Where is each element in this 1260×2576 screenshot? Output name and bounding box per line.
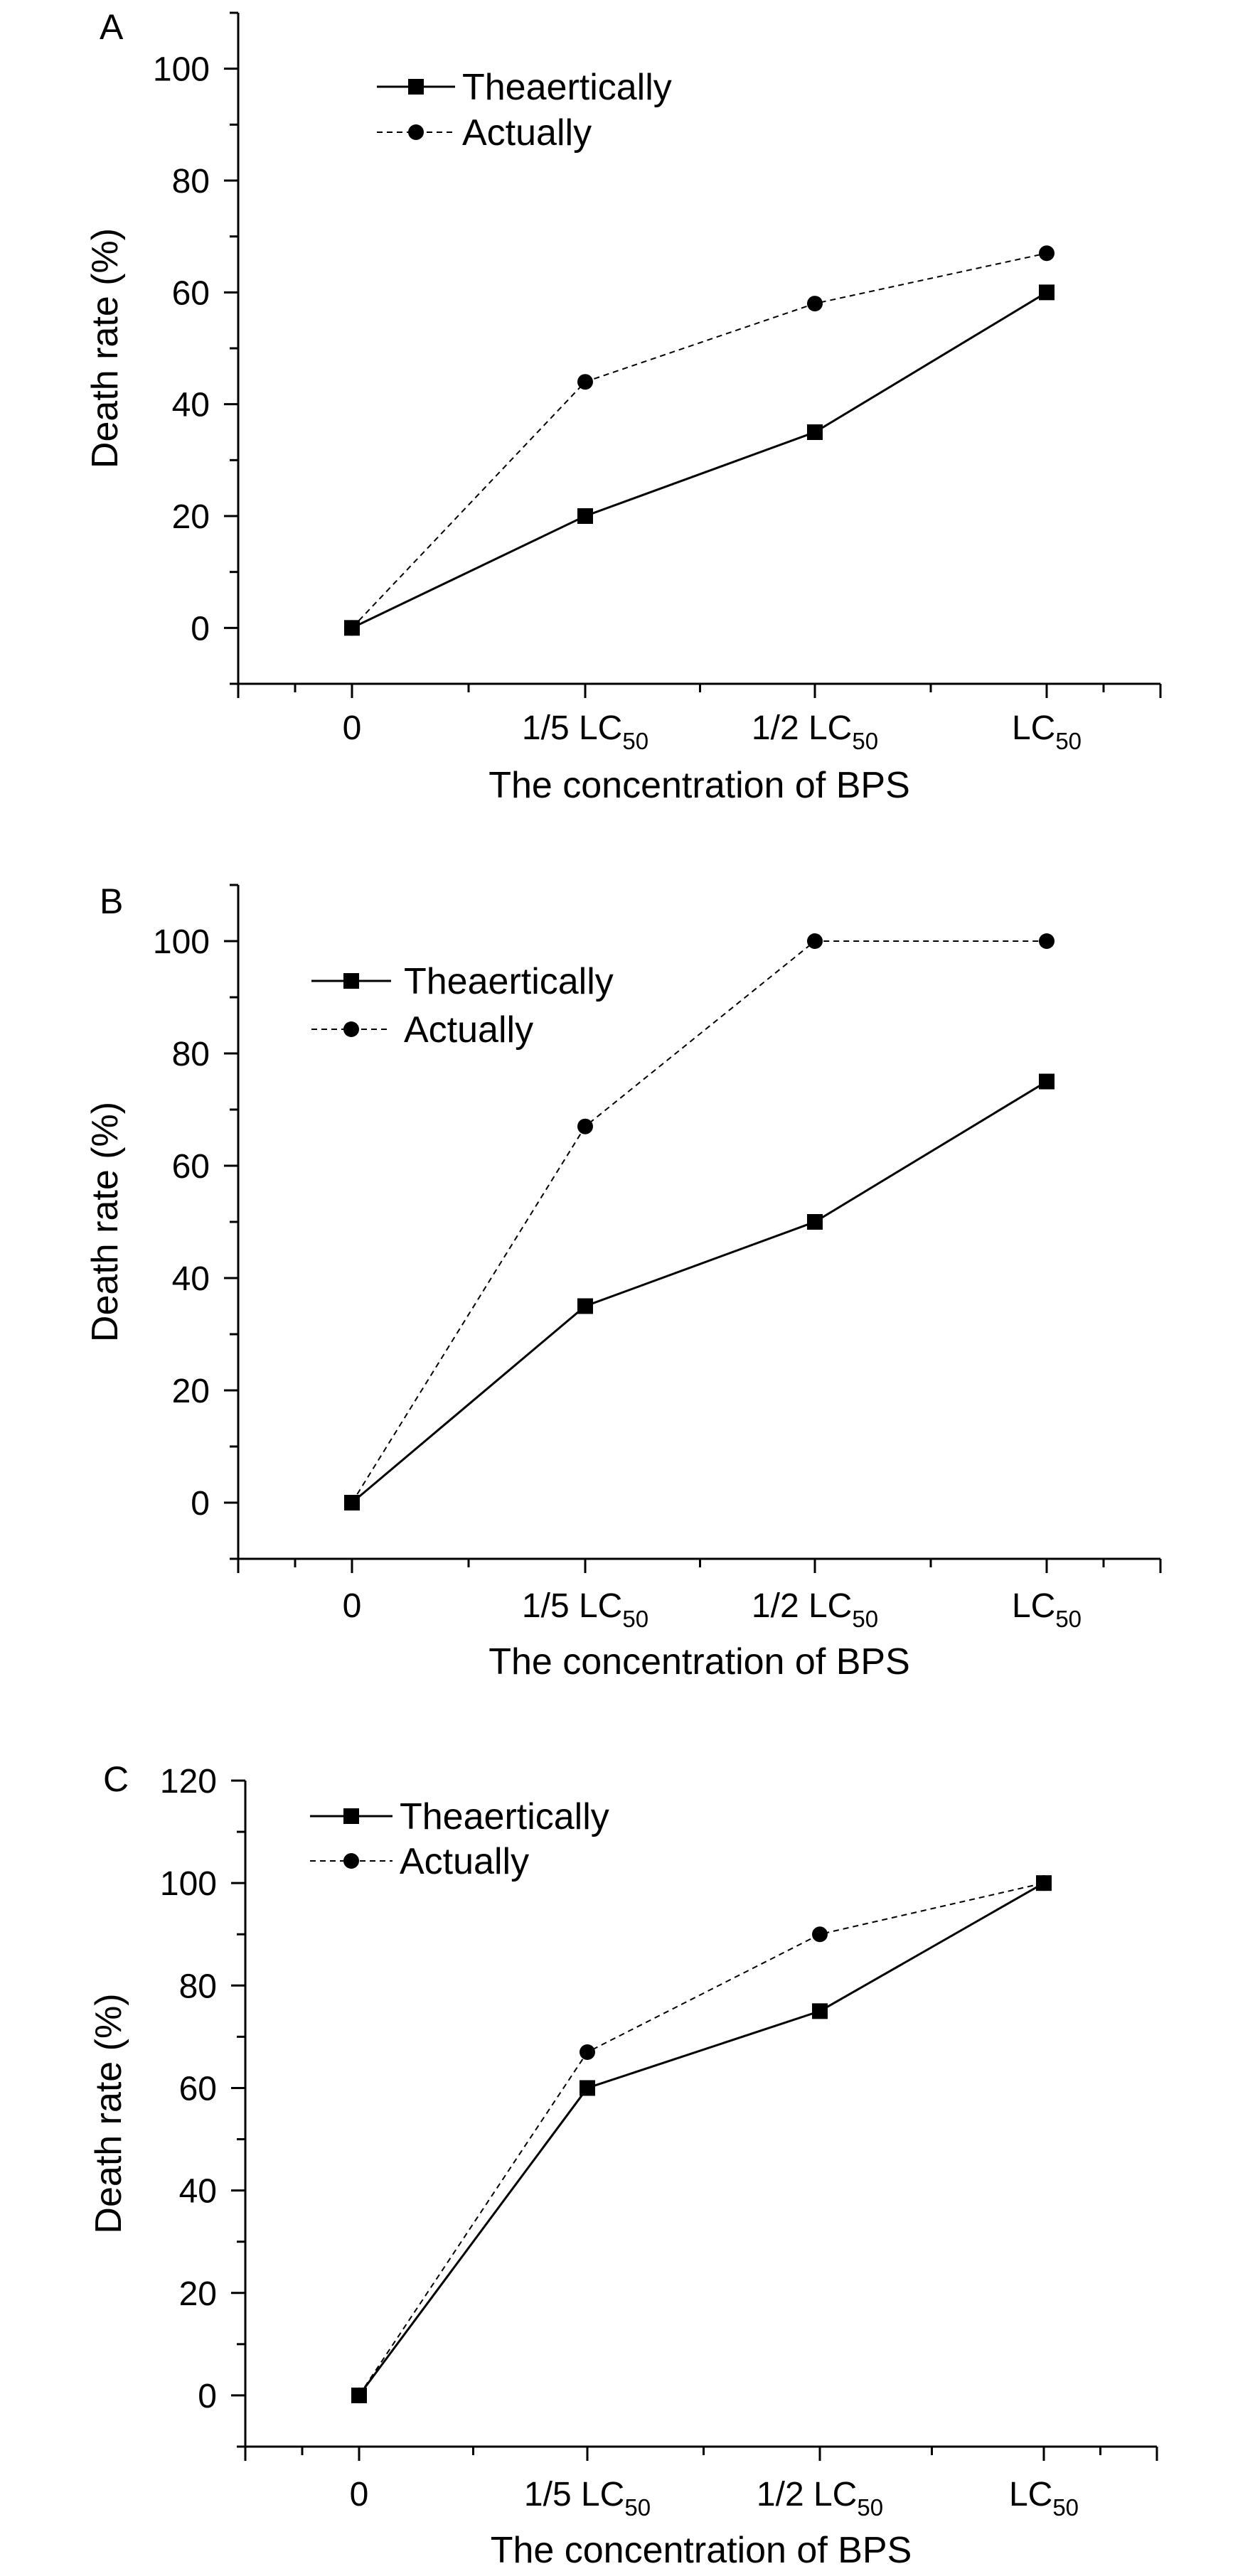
y-tick-label: 20 xyxy=(172,498,210,536)
data-point-circle xyxy=(580,2044,595,2061)
legend-label: Actually xyxy=(462,112,592,154)
legend-label: Actually xyxy=(404,1009,533,1051)
x-tick-label: 1/2 LC50 xyxy=(752,709,878,754)
x-tick-label: LC50 xyxy=(1012,1587,1082,1632)
panel-label: A xyxy=(100,7,124,47)
data-point-circle xyxy=(812,1926,828,1943)
legend-label: Theaertically xyxy=(404,961,614,1002)
y-tick-label: 80 xyxy=(172,1036,210,1073)
y-tick-label: 40 xyxy=(179,2173,217,2211)
data-point-square xyxy=(1039,1073,1055,1090)
legend: Theaertically Actually xyxy=(311,961,614,1051)
y-axis-title: Death rate (%) xyxy=(85,228,126,468)
y-tick-label: 80 xyxy=(172,163,210,200)
y-tick-label: 0 xyxy=(191,1485,210,1523)
data-point-square xyxy=(1039,284,1055,301)
x-axis-title: The concentration of BPS xyxy=(491,2530,912,2571)
legend-marker-circle-icon xyxy=(343,1021,359,1037)
series-line-circle xyxy=(351,940,1047,1503)
data-point-square xyxy=(580,2080,595,2096)
data-point-circle xyxy=(807,296,823,312)
panel-label: B xyxy=(100,881,123,921)
y-tick-label: 20 xyxy=(172,1373,210,1410)
x-tick-label: 1/2 LC50 xyxy=(752,1587,878,1632)
y-tick-label: 100 xyxy=(153,51,210,89)
y-tick-label: 0 xyxy=(191,610,210,648)
x-tick-label: LC50 xyxy=(1009,2476,1079,2521)
y-tick-label: 100 xyxy=(153,923,210,961)
y-tick-label: 60 xyxy=(172,274,210,312)
data-point-circle xyxy=(344,1495,360,1510)
legend-marker-circle-icon xyxy=(408,124,424,140)
x-axis-title: The concentration of BPS xyxy=(488,765,910,806)
data-point-circle xyxy=(577,1118,593,1134)
x-tick-label: 1/5 LC50 xyxy=(524,2476,651,2521)
series-line-square xyxy=(358,1882,1045,2396)
x-axis-title: The concentration of BPS xyxy=(488,1641,910,1683)
series-line-circle xyxy=(351,252,1047,629)
y-tick-label: 60 xyxy=(179,2070,217,2108)
x-tick-label: 0 xyxy=(343,709,362,747)
legend-marker-square-icon xyxy=(343,973,359,989)
x-tick-label: 0 xyxy=(343,1587,362,1625)
data-point-circle xyxy=(1036,1875,1052,1891)
data-point-circle xyxy=(351,2387,367,2403)
data-point-circle xyxy=(344,620,360,636)
series-line-square xyxy=(351,1080,1047,1504)
x-tick-label: 1/5 LC50 xyxy=(522,709,648,754)
legend-marker-circle-icon xyxy=(343,1853,359,1869)
data-point-square xyxy=(812,2003,828,2019)
y-tick-label: 40 xyxy=(172,387,210,424)
y-tick-label: 60 xyxy=(172,1148,210,1186)
y-axis-title: Death rate (%) xyxy=(85,1102,126,1342)
data-point-square xyxy=(807,424,823,440)
legend-marker-square-icon xyxy=(408,79,424,95)
data-point-circle xyxy=(1039,245,1055,262)
data-point-square xyxy=(577,1298,593,1314)
x-tick-label: 1/2 LC50 xyxy=(757,2476,883,2521)
data-point-square xyxy=(577,508,593,524)
y-tick-label: 120 xyxy=(160,1763,217,1800)
y-tick-label: 0 xyxy=(198,2378,217,2415)
x-tick-label: 1/5 LC50 xyxy=(522,1587,648,1632)
chart-panel-a: A 0 20 40 60 80 100 0 1/5 LC50 1/2 LC50 LC50 The co… xyxy=(85,7,1162,806)
legend-label: Theaertically xyxy=(400,1796,609,1837)
data-point-circle xyxy=(1039,933,1055,949)
chart-panel-b: B 0 20 40 60 80 100 0 1/5 LC50 1/2 LC50 LC50 The co… xyxy=(85,881,1162,1683)
y-tick-label: 100 xyxy=(160,1865,217,1903)
legend-marker-square-icon xyxy=(343,1808,359,1824)
data-point-circle xyxy=(577,374,593,390)
chart-panel-c: C 0 20 40 60 80 100 120 0 1/5 LC50 1/2 LC50 LC50 The… xyxy=(88,1759,1158,2571)
y-tick-label: 40 xyxy=(172,1260,210,1298)
y-tick-label: 80 xyxy=(179,1968,217,2005)
series-line-circle xyxy=(358,1882,1045,2396)
legend-label: Actually xyxy=(400,1841,529,1882)
x-tick-label: 0 xyxy=(350,2476,369,2513)
y-axis-title: Death rate (%) xyxy=(88,1993,129,2233)
panel-label: C xyxy=(103,1759,129,1799)
series-line-square xyxy=(351,291,1047,629)
legend-label: Theaertically xyxy=(462,67,672,108)
data-point-square xyxy=(807,1214,823,1230)
x-tick-label: LC50 xyxy=(1012,709,1082,754)
y-tick-label: 20 xyxy=(179,2275,217,2313)
data-point-circle xyxy=(807,933,823,949)
